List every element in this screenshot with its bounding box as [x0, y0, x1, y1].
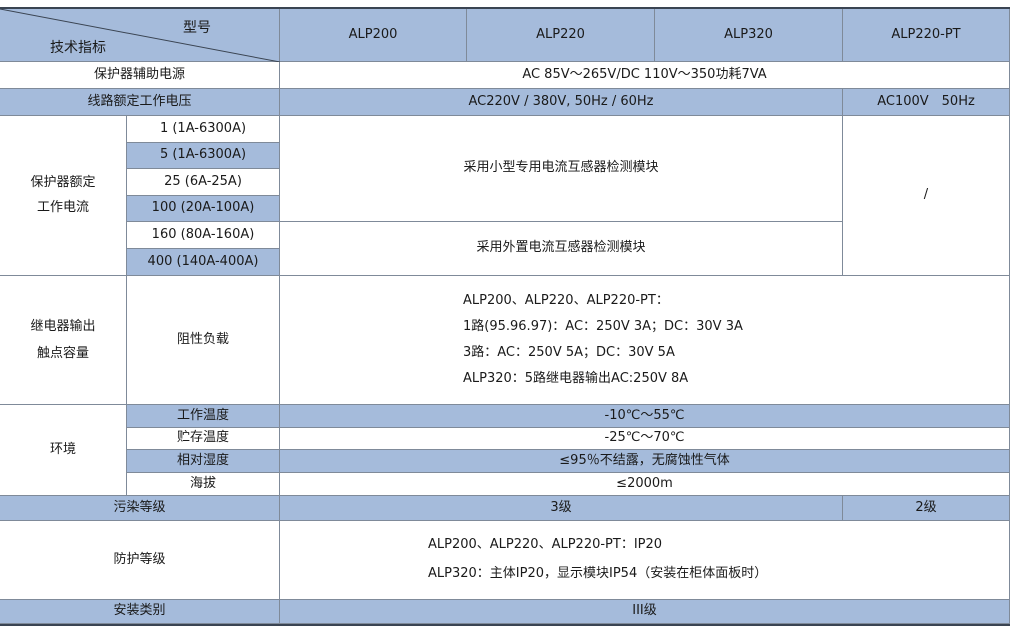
relay-label-line: 触点容量	[36, 346, 89, 361]
external-ct-value: 采用外置电流互感器检测模块	[280, 222, 843, 276]
model-header: ALP320	[655, 9, 843, 62]
env-name: 相对湿度	[127, 450, 280, 473]
current-range: 5 (1A-6300A)	[127, 143, 280, 169]
resistive-load-label: 阻性负载	[127, 276, 280, 405]
env-value: -25℃～70℃	[280, 428, 1010, 450]
relay-value: ALP200、ALP220、ALP220-PT： 1路(95.96.97)：AC…	[280, 276, 1010, 405]
current-range: 160 (80A-160A)	[127, 222, 280, 249]
current-range: 100 (20A-100A)	[127, 196, 280, 222]
model-header: ALP220-PT	[843, 9, 1010, 62]
current-range: 1 (1A-6300A)	[127, 116, 280, 143]
install-label: 安装类别	[0, 600, 280, 624]
protection-line: ALP200、ALP220、ALP220-PT：IP20	[428, 537, 663, 553]
pollution-value: 3级	[280, 496, 843, 521]
line-voltage-value: AC220V / 380V, 50Hz / 60Hz	[280, 89, 843, 116]
environment-label: 环境	[0, 405, 127, 496]
table-bottom-border	[0, 624, 1010, 626]
env-value: ≤2000m	[280, 473, 1010, 496]
rated-current-label: 保护器额定 工作电流	[0, 116, 127, 276]
protection-line: ALP320：主体IP20，显示模块IP54（安装在柜体面板时）	[428, 566, 768, 581]
model-header: ALP220	[467, 9, 655, 62]
relay-label-line: 继电器输出	[30, 318, 96, 334]
relay-line: 1路(95.96.97)：AC：250V 3A；DC：30V 3A	[463, 319, 743, 334]
env-name: 贮存温度	[127, 428, 280, 450]
env-name: 海拔	[127, 473, 280, 496]
line-voltage-pt-value: AC100V 50Hz	[843, 89, 1010, 116]
small-ct-value: 采用小型专用电流互感器检测模块	[280, 116, 843, 222]
current-range: 25 (6A-25A)	[127, 169, 280, 196]
env-value: -10℃～55℃	[280, 405, 1010, 428]
install-value: III级	[280, 600, 1010, 624]
model-header: ALP200	[280, 9, 467, 62]
protection-value: ALP200、ALP220、ALP220-PT：IP20 ALP320：主体IP…	[280, 521, 1010, 600]
aux-power-value: AC 85V～265V/DC 110V～350功耗7VA	[280, 62, 1010, 89]
corner-spec-label: 技术指标	[50, 40, 106, 56]
relay-label: 继电器输出 触点容量	[0, 276, 127, 405]
pollution-pt-value: 2级	[843, 496, 1010, 521]
current-range: 400 (140A-400A)	[127, 249, 280, 276]
relay-line: ALP200、ALP220、ALP220-PT：	[463, 293, 669, 308]
pt-current-value: /	[843, 116, 1010, 276]
env-name: 工作温度	[127, 405, 280, 428]
diagonal-line	[0, 9, 280, 62]
rated-current-label-line: 工作电流	[36, 199, 89, 215]
relay-line: ALP320：5路继电器输出AC:250V 8A	[463, 371, 689, 386]
line-voltage-label: 线路额定工作电压	[0, 89, 280, 116]
pollution-label: 污染等级	[0, 496, 280, 521]
rated-current-label-line: 保护器额定	[30, 174, 96, 190]
corner-header-cell: 型号 技术指标	[0, 9, 280, 62]
table-top-border	[0, 7, 1010, 9]
aux-power-label: 保护器辅助电源	[0, 62, 280, 89]
relay-line: 3路：AC：250V 5A；DC：30V 5A	[463, 345, 675, 360]
corner-model-label: 型号	[183, 20, 211, 36]
protection-label: 防护等级	[0, 521, 280, 600]
env-value: ≤95％不结露，无腐蚀性气体	[280, 450, 1010, 473]
